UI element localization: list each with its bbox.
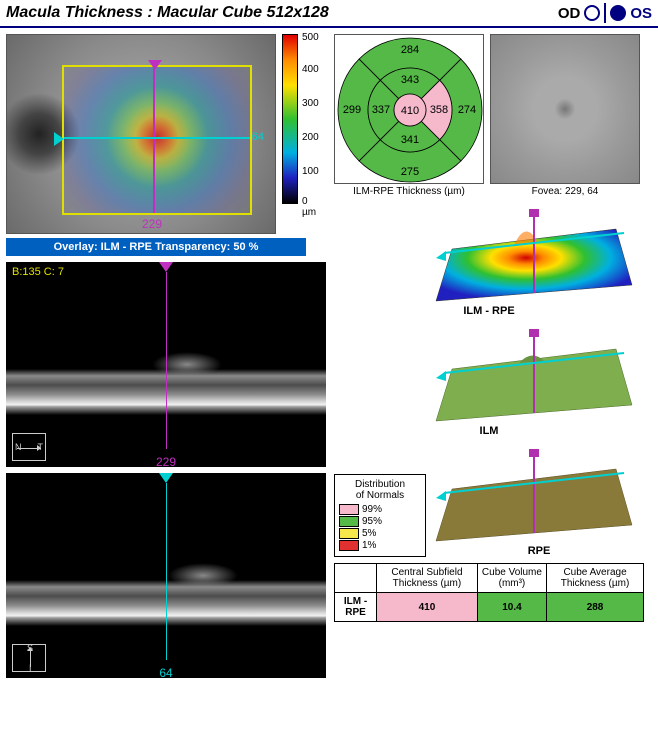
results-header: Cube Average Thickness (µm)	[547, 564, 644, 593]
results-row-label: ILM - RPE	[335, 593, 377, 622]
results-header	[335, 564, 377, 593]
fovea-label: Fovea: 229, 64	[490, 186, 640, 197]
bscan-h-line	[166, 272, 167, 449]
surface-ilm[interactable]	[434, 323, 634, 423]
results-table: Central Subfield Thickness (µm)Cube Volu…	[334, 563, 644, 622]
retina-bump	[152, 352, 222, 377]
dist-swatch	[339, 504, 359, 515]
dist-label: 1%	[362, 540, 376, 551]
thickness-map-panel: 64 229 500 400 300 200 100 0 µm	[6, 34, 326, 234]
od-indicator[interactable]	[584, 5, 600, 21]
scan-cube-box: 64	[62, 65, 252, 215]
bscan-v-label: 64	[159, 666, 172, 680]
marker-left-triangle	[54, 132, 64, 146]
bscan-v-axis: S I	[12, 644, 46, 672]
vertical-marker[interactable]	[153, 67, 155, 213]
dist-swatch	[339, 516, 359, 527]
report-header: Macula Thickness : Macular Cube 512x128 …	[0, 0, 658, 28]
etdrs-label: ILM-RPE Thickness (µm)	[334, 186, 484, 197]
dist-row: 5%	[339, 528, 421, 539]
bscan-vertical[interactable]: S I 64	[6, 473, 326, 678]
dist-swatch	[339, 528, 359, 539]
cb-500: 500	[302, 32, 319, 43]
svg-text:343: 343	[401, 74, 419, 86]
dist-label: 99%	[362, 504, 382, 515]
surface-rpe[interactable]	[434, 443, 634, 543]
od-label: OD	[558, 5, 581, 22]
fovea-image[interactable]	[490, 34, 640, 184]
dist-row: 1%	[339, 540, 421, 551]
os-label: OS	[630, 5, 652, 22]
svg-text:337: 337	[372, 104, 390, 116]
eye-divider	[604, 3, 606, 23]
results-header: Cube Volume (mm³)	[477, 564, 546, 593]
dist-row: 95%	[339, 516, 421, 527]
report-title: Macula Thickness : Macular Cube 512x128	[6, 4, 329, 22]
dist-label: 95%	[362, 516, 382, 527]
svg-text:284: 284	[401, 44, 419, 56]
surface-ilm-rpe-label: ILM - RPE	[463, 305, 514, 317]
results-header: Central Subfield Thickness (µm)	[377, 564, 478, 593]
bscan-horizontal[interactable]: B:135 C: 7 N T 229	[6, 262, 326, 467]
right-top-row: 284 274 275 299 343 358 341 337 410 ILM-RPE Thic…	[334, 34, 644, 197]
retina-bump-v	[168, 563, 238, 588]
cb-200: 200	[302, 132, 319, 143]
results-cell: 288	[547, 593, 644, 622]
bscan-v-line	[166, 483, 167, 660]
surface-ilm-rpe[interactable]	[434, 203, 634, 303]
surface-ilm-wrap: ILM	[334, 323, 644, 437]
svg-text:358: 358	[430, 104, 448, 116]
svg-text:274: 274	[458, 104, 476, 116]
horiz-marker-label: 64	[252, 131, 264, 143]
svg-text:410: 410	[401, 105, 419, 117]
results-cell: 10.4	[477, 593, 546, 622]
bscan-h-label: 229	[156, 455, 176, 469]
cb-400: 400	[302, 64, 319, 75]
overlay-info-bar: Overlay: ILM - RPE Transparency: 50 %	[6, 238, 306, 256]
cb-0: 0 µm	[302, 196, 316, 218]
surface-rpe-label: RPE	[528, 545, 551, 557]
os-indicator[interactable]	[610, 5, 626, 21]
horizontal-marker[interactable]	[64, 137, 250, 139]
bscan-h-axis: N T	[12, 433, 46, 461]
thickness-heatmap	[64, 67, 250, 213]
dist-row: 99%	[339, 504, 421, 515]
dist-swatch	[339, 540, 359, 551]
svg-text:299: 299	[343, 104, 361, 116]
eye-selector: OD OS	[558, 3, 652, 23]
dist-title: Distribution of Normals	[339, 479, 421, 501]
surface-ilm-label: ILM	[480, 425, 499, 437]
etdrs-grid[interactable]: 284 274 275 299 343 358 341 337 410	[334, 34, 484, 184]
distribution-legend: Distribution of Normals 99%95%5%1%	[334, 474, 426, 557]
surface-rpe-wrap: RPE	[434, 443, 644, 557]
svg-text:275: 275	[401, 166, 419, 178]
svg-text:341: 341	[401, 134, 419, 146]
cb-100: 100	[302, 166, 319, 177]
cb-300: 300	[302, 98, 319, 109]
marker-top-triangle	[148, 60, 162, 70]
thickness-colorbar: 500 400 300 200 100 0 µm	[276, 34, 308, 234]
dist-label: 5%	[362, 528, 376, 539]
brightness-contrast: B:135 C: 7	[12, 266, 64, 278]
bscan-h-triangle	[159, 262, 173, 272]
results-cell: 410	[377, 593, 478, 622]
bscan-v-triangle	[159, 473, 173, 483]
axis-n: N	[15, 442, 22, 452]
etdrs-wrap: 284 274 275 299 343 358 341 337 410 ILM-RPE Thic…	[334, 34, 484, 197]
fovea-wrap: Fovea: 229, 64	[490, 34, 640, 197]
vert-marker-label: 229	[142, 217, 162, 231]
fundus-thickness-map[interactable]: 64 229	[6, 34, 276, 234]
surface-ilm-rpe-wrap: ILM - RPE	[334, 203, 644, 317]
